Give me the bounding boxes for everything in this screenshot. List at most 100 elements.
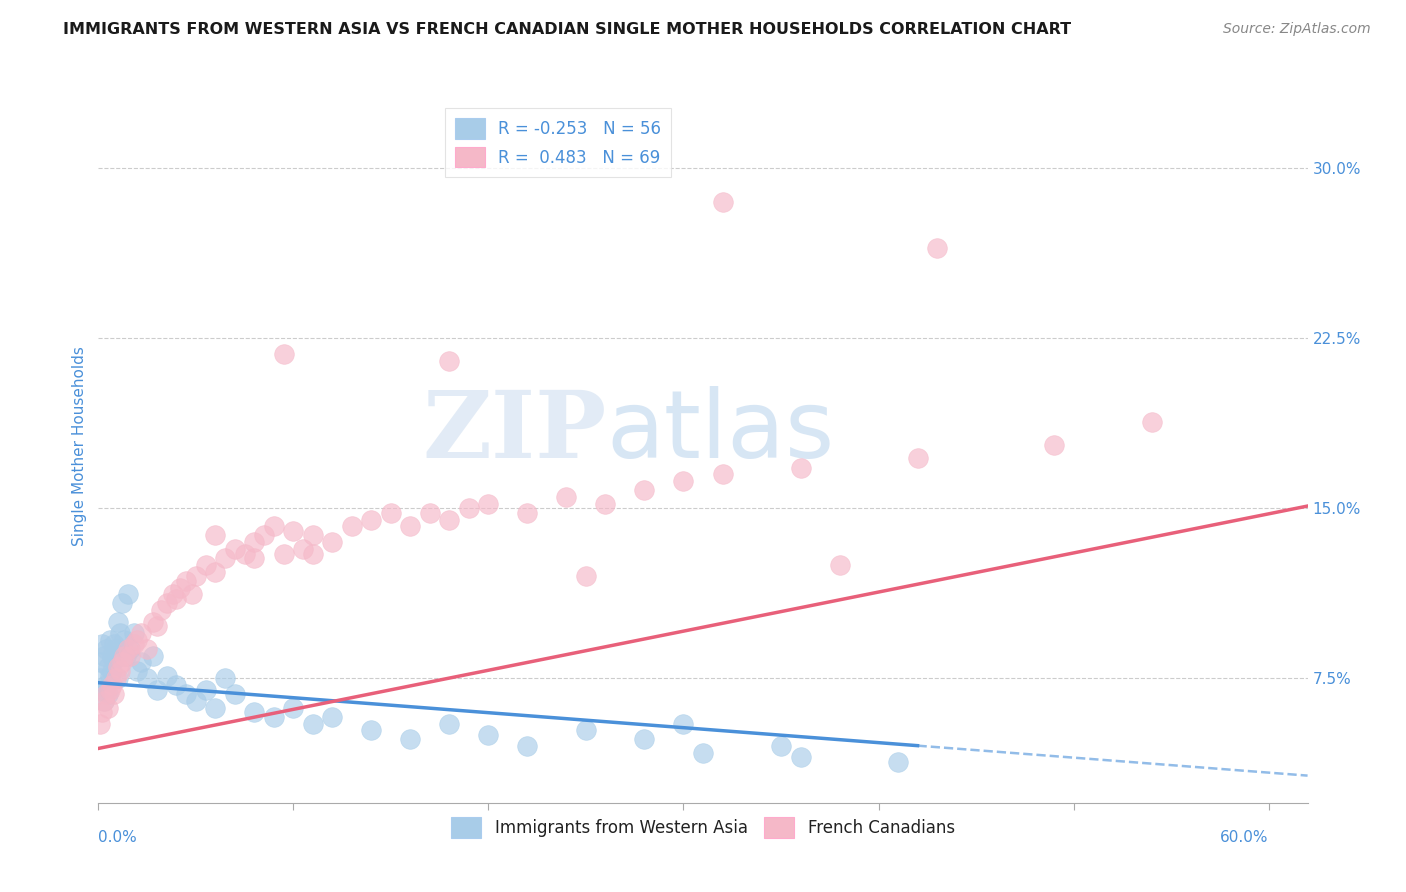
Point: [439, 716, 461, 731]
Point: [458, 501, 481, 516]
Point: [149, 603, 172, 617]
Point: [118, 648, 141, 663]
Point: [108, 626, 131, 640]
Point: [97, 700, 120, 714]
Point: [273, 347, 295, 361]
Point: [399, 732, 422, 747]
Point: [360, 513, 382, 527]
Point: [162, 587, 184, 601]
Point: [477, 497, 499, 511]
Point: [439, 354, 461, 368]
Point: [101, 678, 124, 692]
Point: [292, 542, 315, 557]
Point: [96, 641, 118, 656]
Point: [439, 513, 461, 527]
Point: [107, 615, 129, 629]
Point: [146, 619, 169, 633]
Point: [214, 671, 236, 685]
Point: [555, 490, 578, 504]
Point: [184, 569, 207, 583]
Point: [131, 656, 153, 670]
Point: [283, 524, 305, 538]
Point: [156, 669, 179, 683]
Point: [828, 558, 851, 572]
Text: ZIP: ZIP: [422, 387, 606, 476]
Point: [184, 694, 207, 708]
Point: [146, 682, 169, 697]
Point: [214, 551, 236, 566]
Point: [194, 682, 217, 697]
Text: atlas: atlas: [606, 385, 835, 478]
Point: [136, 671, 159, 685]
Point: [672, 474, 695, 488]
Point: [156, 597, 179, 611]
Point: [136, 641, 159, 656]
Point: [107, 671, 129, 685]
Point: [93, 694, 115, 708]
Point: [165, 678, 187, 692]
Point: [516, 506, 538, 520]
Point: [111, 656, 134, 670]
Point: [91, 637, 114, 651]
Point: [98, 682, 121, 697]
Point: [103, 687, 125, 701]
Point: [633, 483, 655, 498]
Point: [103, 653, 125, 667]
Point: [925, 241, 948, 255]
Point: [253, 528, 276, 542]
Point: [595, 497, 617, 511]
Point: [283, 700, 305, 714]
Point: [243, 535, 266, 549]
Y-axis label: Single Mother Households: Single Mother Households: [72, 346, 87, 546]
Point: [165, 591, 187, 606]
Point: [321, 535, 343, 549]
Point: [340, 519, 363, 533]
Legend: Immigrants from Western Asia, French Canadians: Immigrants from Western Asia, French Can…: [444, 811, 962, 845]
Point: [204, 700, 226, 714]
Point: [575, 723, 598, 738]
Point: [96, 678, 118, 692]
Text: 60.0%: 60.0%: [1220, 830, 1268, 845]
Point: [107, 660, 129, 674]
Point: [477, 728, 499, 742]
Text: IMMIGRANTS FROM WESTERN ASIA VS FRENCH CANADIAN SINGLE MOTHER HOUSEHOLDS CORRELA: IMMIGRANTS FROM WESTERN ASIA VS FRENCH C…: [63, 22, 1071, 37]
Point: [194, 558, 217, 572]
Point: [633, 732, 655, 747]
Point: [118, 641, 141, 656]
Point: [1140, 415, 1163, 429]
Point: [302, 716, 325, 731]
Point: [360, 723, 382, 738]
Point: [93, 694, 115, 708]
Point: [263, 519, 285, 533]
Point: [122, 637, 145, 651]
Point: [91, 705, 114, 719]
Point: [887, 755, 910, 769]
Point: [127, 665, 149, 679]
Point: [98, 632, 121, 647]
Point: [111, 597, 134, 611]
Point: [243, 551, 266, 566]
Point: [112, 648, 135, 663]
Point: [89, 671, 111, 685]
Point: [204, 565, 226, 579]
Point: [321, 709, 343, 723]
Point: [243, 705, 266, 719]
Point: [93, 648, 115, 663]
Point: [516, 739, 538, 754]
Point: [101, 648, 124, 663]
Point: [399, 519, 422, 533]
Point: [104, 641, 127, 656]
Point: [114, 648, 136, 663]
Point: [672, 716, 695, 731]
Text: 0.0%: 0.0%: [98, 830, 138, 845]
Point: [89, 716, 111, 731]
Point: [112, 632, 135, 647]
Point: [907, 451, 929, 466]
Point: [789, 750, 811, 764]
Text: Source: ZipAtlas.com: Source: ZipAtlas.com: [1223, 22, 1371, 37]
Point: [233, 547, 256, 561]
Point: [101, 665, 124, 679]
Point: [117, 641, 139, 656]
Point: [224, 542, 246, 557]
Point: [142, 648, 165, 663]
